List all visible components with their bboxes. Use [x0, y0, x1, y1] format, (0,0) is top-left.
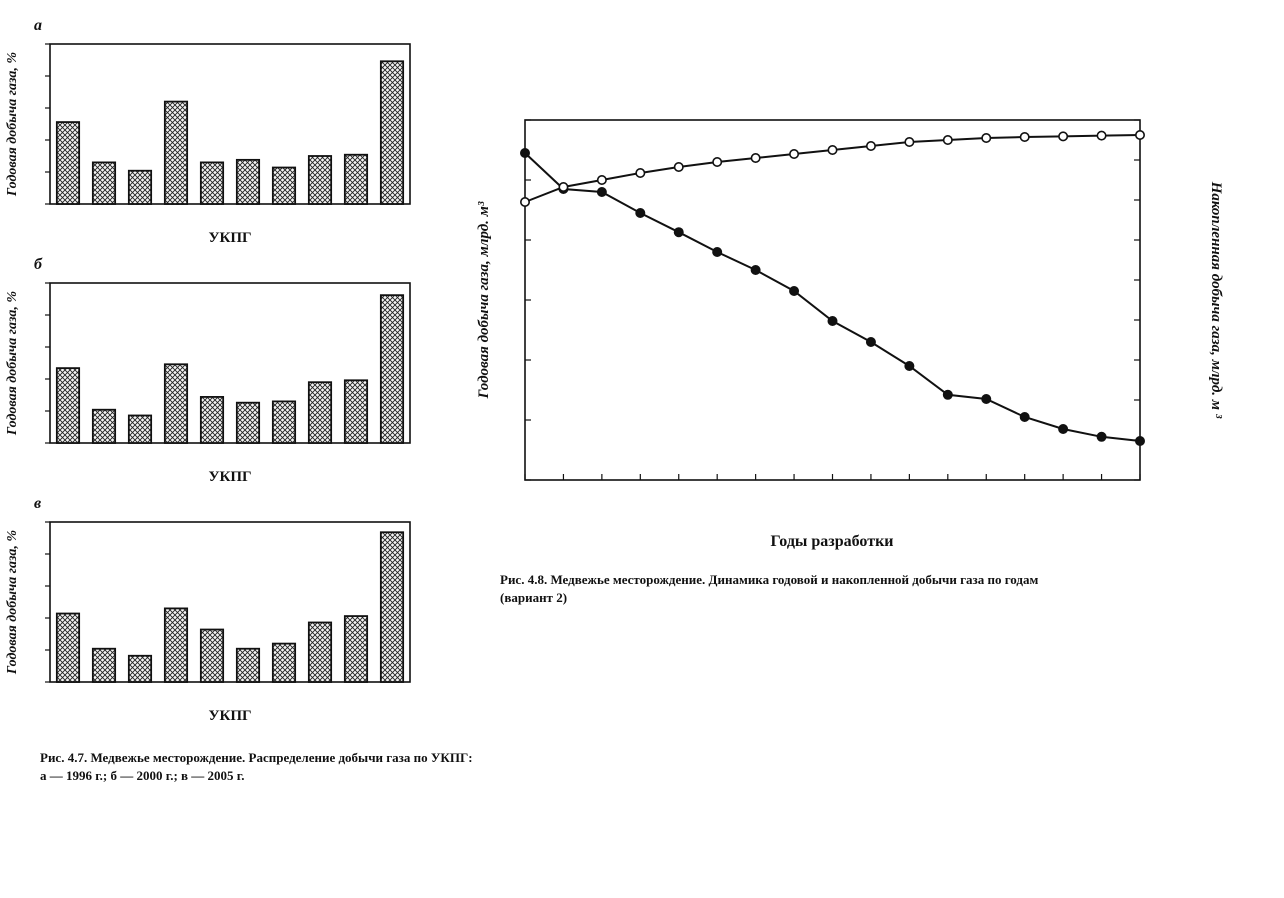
series-point-annual-2010	[1135, 435, 1146, 446]
caption-fig-4-7-line-1: Рис. 4.7. Медвежье месторождение. Распре…	[40, 750, 473, 765]
bar-c-7	[271, 642, 297, 683]
line-plot-frame	[524, 119, 1141, 481]
bar-panel-b: б Годовая добыча газа, % УКПГ	[5, 256, 411, 485]
bar-b-5	[199, 396, 225, 444]
bar-a-4	[163, 100, 189, 205]
bars-c	[55, 531, 405, 683]
bar-b-8а	[343, 379, 369, 444]
plot-frame-b	[49, 282, 411, 444]
y-right-ticks	[1134, 119, 1140, 481]
bar-c-3	[127, 654, 153, 683]
series-point-annual-2006	[981, 393, 992, 404]
series-point-cumulative-2005	[942, 135, 953, 146]
bar-c-6	[235, 647, 261, 683]
plot-frame-a	[49, 43, 411, 205]
caption-fig-4-8-line-2: (вариант 2)	[500, 590, 567, 605]
series-point-cumulative-2006	[981, 133, 992, 144]
bar-a-3	[127, 169, 153, 205]
y-left-axis-title: Годовая добыча газа, млрд. м³	[476, 201, 492, 399]
bar-panel-a: а Годовая добыча газа, % УКПГ	[5, 17, 411, 246]
y-axis-title-b: Годовая добыча газа, %	[5, 291, 20, 436]
series-point-annual-1994	[519, 148, 530, 159]
series-point-cumulative-1995	[558, 182, 569, 193]
bar-b-4	[163, 363, 189, 444]
series-point-cumulative-2008	[1058, 131, 1069, 142]
x-axis-title-c: УКПГ	[208, 708, 251, 724]
bars-b	[55, 294, 405, 444]
x-axis-title-b: УКПГ	[208, 469, 251, 485]
bar-b-7	[271, 400, 297, 444]
bar-c-5	[199, 628, 225, 683]
bar-a-5	[199, 161, 225, 205]
series-point-cumulative-2003	[865, 141, 876, 152]
caption-fig-4-8-line-1: Рис. 4.8. Медвежье месторождение. Динами…	[500, 572, 1038, 587]
bar-b-6	[235, 401, 261, 444]
y-ticks-b	[45, 282, 50, 444]
bar-a-7	[271, 166, 297, 205]
series-point-annual-1996	[596, 187, 607, 198]
series-point-annual-2001	[789, 285, 800, 296]
bar-a-8	[307, 155, 333, 205]
series-point-annual-2002	[827, 315, 838, 326]
bar-c-9	[379, 531, 405, 683]
y-axis-title-c: Годовая добыча газа, %	[5, 530, 20, 675]
series-point-cumulative-1999	[712, 157, 723, 168]
y-ticks-c	[45, 521, 50, 683]
series-point-cumulative-2007	[1019, 132, 1030, 143]
bar-a-1	[55, 121, 81, 205]
series-point-cumulative-2009	[1096, 130, 1107, 141]
bar-c-8	[307, 621, 333, 683]
bar-b-2	[91, 408, 117, 444]
line-series	[519, 130, 1146, 446]
bars-a	[55, 60, 405, 205]
y-left-ticks	[525, 119, 531, 481]
bar-b-8	[307, 381, 333, 444]
y-right-axis-title: Накопленная добыча газа, млрд. м ³	[1208, 181, 1224, 419]
y-ticks-a	[45, 43, 50, 205]
series-point-annual-2009	[1096, 431, 1107, 442]
series-point-cumulative-1998	[673, 162, 684, 173]
x-axis-title-a: УКПГ	[208, 230, 251, 246]
bar-b-3	[127, 414, 153, 444]
series-point-annual-2008	[1058, 423, 1069, 434]
x-year-ticks	[524, 474, 1141, 480]
bar-panel-c: в Годовая добыча газа, % УКПГ	[5, 495, 411, 724]
panel-label-b: б	[34, 256, 43, 273]
bar-c-8а	[343, 615, 369, 683]
series-point-annual-1999	[712, 247, 723, 258]
series-point-cumulative-2001	[789, 149, 800, 160]
bar-a-6	[235, 158, 261, 205]
bar-c-2	[91, 647, 117, 683]
line-chart: Годовая добыча газа, млрд. м³ Накопленна…	[476, 119, 1224, 550]
series-point-cumulative-2002	[827, 145, 838, 156]
series-point-annual-1997	[635, 208, 646, 219]
bar-c-1	[55, 612, 81, 683]
bar-b-9	[379, 294, 405, 444]
series-point-annual-2007	[1019, 411, 1030, 422]
x-axis-title-years: Годы разработки	[771, 533, 894, 550]
series-line-annual	[524, 152, 1141, 442]
plot-frame-c	[49, 521, 411, 683]
series-point-cumulative-1994	[519, 197, 530, 208]
panel-label-a: а	[34, 17, 42, 34]
series-point-annual-2005	[942, 389, 953, 400]
series-point-cumulative-2004	[904, 137, 915, 148]
series-point-annual-2003	[865, 336, 876, 347]
series-point-cumulative-1997	[635, 168, 646, 179]
bar-c-4	[163, 607, 189, 683]
series-point-annual-2000	[750, 264, 761, 275]
bar-b-1	[55, 367, 81, 444]
caption-fig-4-7-line-2: а — 1996 г.; б — 2000 г.; в — 2005 г.	[40, 768, 245, 783]
series-point-cumulative-2000	[750, 153, 761, 164]
series-point-annual-2004	[904, 360, 915, 371]
series-point-cumulative-2010	[1135, 130, 1146, 141]
panel-label-c: в	[34, 495, 41, 512]
series-point-annual-1998	[673, 227, 684, 238]
series-point-cumulative-1996	[596, 175, 607, 186]
y-axis-title-a: Годовая добыча газа, %	[5, 52, 20, 197]
bar-a-8а	[343, 153, 369, 205]
bar-a-2	[91, 161, 117, 205]
bar-a-9	[379, 60, 405, 205]
